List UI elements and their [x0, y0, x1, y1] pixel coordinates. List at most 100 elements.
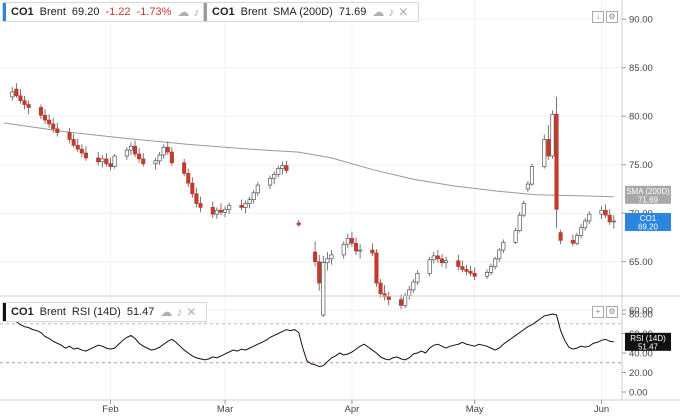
rsi-layer — [0, 310, 622, 368]
price-grid — [0, 0, 622, 400]
candle-body — [26, 104, 31, 108]
bell-icon[interactable]: ♪ — [193, 5, 200, 19]
candle-body — [321, 262, 326, 316]
candle-body — [570, 240, 575, 244]
candle-body — [112, 155, 117, 167]
candle-body — [51, 123, 56, 130]
x-tick-label: Mar — [217, 404, 233, 415]
candle-body — [550, 113, 555, 157]
candle-body — [272, 174, 277, 179]
candle-body — [374, 252, 379, 284]
download-icon[interactable]: ↓ — [592, 11, 604, 23]
candle-body — [243, 203, 248, 208]
legend-label: RSI (14D) — [71, 306, 121, 318]
candle-body — [10, 91, 15, 98]
candle-body — [18, 95, 23, 102]
candle-body — [71, 139, 76, 146]
candle-body — [435, 255, 440, 260]
close-icon[interactable]: ✕ — [398, 5, 409, 19]
candle-body — [83, 152, 88, 159]
candle-body — [607, 214, 612, 223]
candle-body — [583, 220, 588, 229]
legend-symbol: CO1 — [11, 6, 34, 18]
price-tick-label: 85.00 — [629, 63, 653, 74]
candle-body — [280, 165, 285, 169]
candle-body — [296, 222, 301, 226]
price-tick-label: 65.00 — [629, 257, 653, 268]
candle-body — [398, 299, 404, 306]
price-legend[interactable]: CO1 Brent 69.20 -1.22 -1.73% ☁ ♪ ✕ — [2, 2, 225, 22]
candle-body — [317, 261, 322, 284]
rsi-tick-label: 80.00 — [629, 310, 653, 321]
candle-body — [268, 177, 273, 186]
candle-body — [198, 203, 203, 208]
price-tick-label: 75.00 — [629, 160, 653, 171]
candle-body — [227, 205, 232, 210]
candle-body — [542, 139, 547, 167]
rsi-value-tag: RSI (14D)51.47 — [625, 332, 671, 351]
price-value-tag-text: 69.20 — [638, 222, 659, 231]
candle-body — [153, 160, 158, 165]
candle-body — [100, 158, 105, 163]
rsi-value-tag-text: RSI (14D) — [630, 334, 666, 343]
price-value-tag-box — [625, 212, 671, 231]
close-icon[interactable]: ✕ — [186, 305, 197, 319]
bell-icon[interactable]: ♪ — [176, 305, 183, 319]
candle-body — [517, 214, 522, 232]
candle-body — [124, 149, 129, 157]
candle-body — [79, 148, 84, 154]
candle-body — [501, 241, 506, 251]
cloud-icon[interactable]: ☁ — [177, 5, 190, 19]
price-tick-label: 80.00 — [629, 112, 653, 123]
legend-color-bar — [204, 3, 207, 21]
candle-body — [67, 132, 72, 140]
candle-body — [439, 258, 444, 264]
gear-icon[interactable]: ⚙ — [606, 11, 618, 23]
candle-body — [460, 266, 465, 270]
legend-last: 69.20 — [71, 6, 100, 18]
candle-body — [325, 258, 330, 264]
candle-body — [218, 209, 224, 213]
rsi-legend[interactable]: CO1 Brent RSI (14D) 51.47 ☁ ♪ ✕ — [2, 302, 208, 322]
cloud-icon[interactable]: ☁ — [372, 5, 385, 19]
cloud-icon[interactable]: ☁ — [160, 305, 173, 319]
candle-body — [529, 166, 535, 185]
candle-body — [525, 183, 530, 190]
candle-body — [403, 295, 408, 306]
candle-body — [472, 272, 477, 277]
sma-legend[interactable]: CO1 Brent SMA (200D) 71.69 ☁ ♪ ✕ — [203, 2, 420, 22]
gear-icon[interactable]: ⚙ — [606, 306, 618, 318]
candle-body — [313, 251, 318, 263]
candle-body — [456, 260, 461, 267]
candle-body — [38, 107, 43, 116]
candle-body — [137, 153, 142, 160]
candle-body — [190, 182, 195, 195]
candle-body — [251, 192, 256, 200]
sma-value-tag-text: SMA (200D) — [626, 187, 670, 196]
candle-body — [415, 272, 420, 283]
candle-body — [513, 230, 518, 243]
candle-body — [42, 114, 48, 121]
rsi-value-tag-text: 51.47 — [638, 342, 659, 351]
candle-body — [382, 293, 387, 297]
sma-value-tag: SMA (200D)71.69 — [625, 185, 671, 204]
candle-body — [411, 281, 416, 291]
add-icon[interactable]: + — [592, 306, 604, 318]
x-tick-label: May — [466, 404, 484, 415]
candle-body — [104, 158, 109, 165]
legend-change: -1.22 — [105, 6, 131, 18]
legend-name: Brent — [39, 6, 66, 18]
candle-body — [55, 128, 60, 134]
candle-body — [431, 255, 436, 261]
candle-body — [599, 209, 604, 215]
x-tick-label: Jun — [594, 404, 609, 415]
candle-body — [587, 213, 592, 222]
sma-line — [4, 122, 614, 198]
candle-body — [378, 282, 383, 295]
legend-color-bar — [3, 3, 6, 21]
candle-body — [157, 154, 162, 162]
candle-body — [128, 145, 133, 151]
bell-icon[interactable]: ♪ — [388, 5, 395, 19]
